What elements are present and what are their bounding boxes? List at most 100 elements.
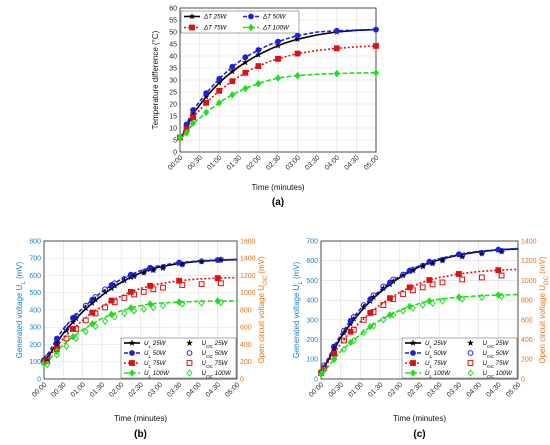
legend-marker bbox=[409, 369, 417, 377]
label-subscript: OC bbox=[263, 275, 269, 285]
x-axis-label: Time (minutes) bbox=[393, 414, 446, 423]
data-point bbox=[400, 307, 407, 315]
x-tick-label: 04:30 bbox=[343, 154, 360, 171]
data-point bbox=[360, 316, 367, 323]
legend-label: UOC 100W bbox=[202, 370, 232, 379]
label-part: U bbox=[483, 370, 488, 377]
data-point bbox=[228, 67, 236, 75]
label-part: U bbox=[425, 370, 430, 377]
data-point bbox=[410, 266, 416, 273]
y-axis-label: Generated voltage UL (mV) bbox=[292, 261, 304, 358]
legend-marker bbox=[467, 369, 474, 377]
legend-marker bbox=[410, 350, 416, 356]
y-tick-label: 700 bbox=[306, 238, 318, 245]
series-line bbox=[179, 45, 377, 139]
data-point bbox=[350, 326, 357, 333]
data-point bbox=[69, 332, 76, 341]
label-part: U bbox=[202, 350, 207, 357]
y-tick-label: 35 bbox=[169, 65, 177, 72]
legend-label: UOC 25W bbox=[483, 340, 510, 349]
x-tick-label: 01:00 bbox=[70, 381, 87, 398]
legend-marker bbox=[188, 12, 196, 20]
data-point bbox=[190, 114, 196, 121]
x-tick-label: 03:30 bbox=[304, 154, 321, 171]
data-point bbox=[183, 121, 190, 128]
data-point bbox=[419, 262, 426, 269]
data-point bbox=[360, 302, 367, 308]
label-part: 50W bbox=[432, 350, 448, 357]
data-point bbox=[341, 327, 347, 334]
data-point bbox=[255, 63, 262, 69]
legend-marker bbox=[467, 350, 474, 356]
label-part: U bbox=[202, 340, 207, 347]
data-point bbox=[341, 337, 347, 344]
data-point bbox=[390, 311, 397, 319]
data-point bbox=[111, 280, 118, 287]
data-point bbox=[44, 360, 51, 369]
y-tick-label: 500 bbox=[306, 278, 318, 285]
data-point bbox=[255, 47, 262, 53]
data-point bbox=[203, 108, 210, 117]
label-subscript: OC bbox=[487, 374, 495, 379]
label-subscript: OC bbox=[206, 374, 214, 379]
data-point bbox=[89, 309, 96, 316]
data-point bbox=[203, 99, 210, 106]
data-point bbox=[419, 301, 426, 309]
x-tick-label: 02:00 bbox=[245, 154, 262, 171]
legend-label: UOC 50W bbox=[202, 350, 229, 359]
label-subscript: OC bbox=[487, 364, 495, 369]
series-3 bbox=[176, 68, 380, 142]
y-tick-label: 15 bbox=[169, 113, 177, 120]
label-part: U bbox=[483, 340, 488, 347]
label-subscript: L bbox=[429, 364, 432, 369]
data-point bbox=[131, 291, 137, 298]
data-point bbox=[439, 256, 446, 263]
label-part: Open circuit voltage U bbox=[257, 285, 266, 364]
data-point bbox=[198, 299, 205, 307]
data-point bbox=[69, 318, 77, 326]
x-axis-label: Time (minutes) bbox=[251, 183, 304, 192]
data-point bbox=[331, 350, 338, 357]
legend-label: UL 75W bbox=[425, 360, 448, 369]
data-point bbox=[242, 69, 249, 76]
plot-frame bbox=[320, 240, 519, 380]
label-subscript: L bbox=[429, 354, 432, 359]
label-part: (mV) bbox=[15, 261, 24, 281]
data-point bbox=[102, 304, 109, 311]
legend-label: UOC 75W bbox=[202, 360, 229, 369]
data-point bbox=[229, 63, 236, 70]
y-axis-label: Generated voltage UL (mV) bbox=[15, 261, 27, 358]
data-point bbox=[147, 300, 154, 308]
data-point bbox=[498, 247, 505, 254]
data-point bbox=[216, 98, 223, 107]
y2-tick-label: 1000 bbox=[521, 278, 537, 285]
legend-marker bbox=[186, 350, 193, 356]
series-line bbox=[320, 293, 519, 375]
data-point bbox=[426, 277, 433, 283]
label-part: 50W bbox=[494, 350, 510, 357]
data-point bbox=[242, 84, 249, 93]
x-tick-label: 02:00 bbox=[387, 381, 404, 398]
x-tick-label: 04:30 bbox=[485, 381, 502, 398]
y-tick-label: 200 bbox=[306, 337, 318, 344]
data-point bbox=[92, 294, 99, 300]
label-part: 50W bbox=[151, 350, 167, 357]
data-point bbox=[241, 58, 250, 66]
data-point bbox=[214, 297, 221, 305]
legend-box bbox=[401, 337, 518, 379]
legend-marker bbox=[247, 23, 255, 32]
legend-label: UL 25W bbox=[425, 340, 448, 349]
label-part: 100W bbox=[213, 370, 232, 377]
x-tick-label: 03:00 bbox=[147, 381, 164, 398]
data-point bbox=[333, 69, 340, 78]
data-point bbox=[478, 293, 485, 301]
x-tick-label: 01:30 bbox=[89, 381, 106, 398]
data-point bbox=[150, 286, 157, 293]
label-subscript: L bbox=[429, 374, 432, 379]
y-tick-label: 600 bbox=[306, 258, 318, 265]
data-point bbox=[218, 256, 224, 263]
data-point bbox=[203, 90, 210, 97]
series-7 bbox=[44, 298, 224, 369]
legend-label: UL 100W bbox=[144, 370, 170, 379]
